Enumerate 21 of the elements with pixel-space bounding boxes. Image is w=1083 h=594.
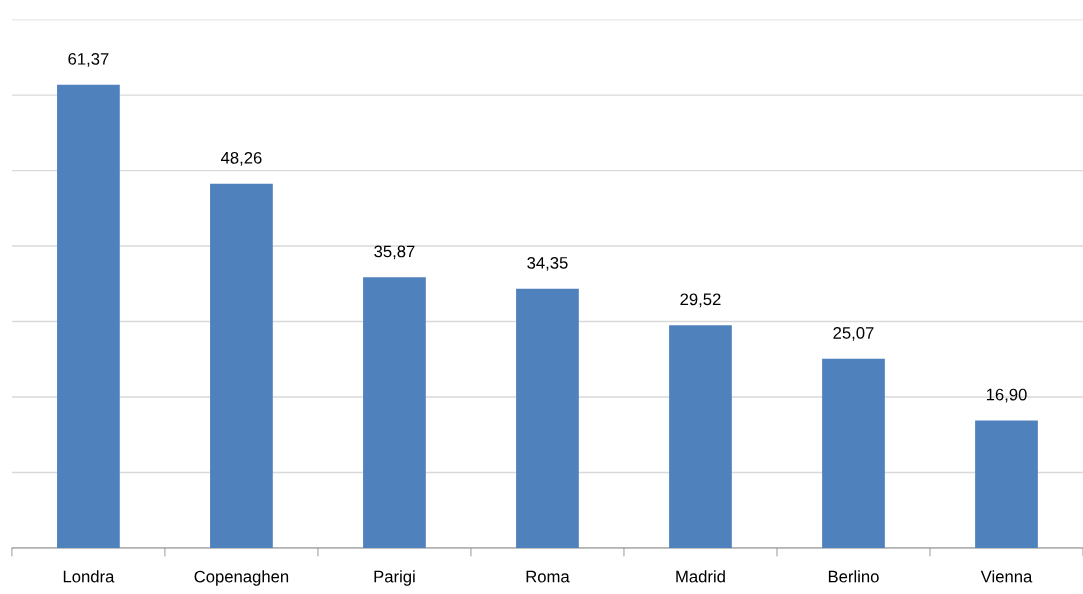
x-tick-label: Vienna [980, 570, 1033, 583]
data-label: 48,26 [220, 151, 262, 166]
x-tick-label: Copenaghen [194, 570, 289, 586]
bar [822, 358, 885, 549]
bar [669, 325, 732, 549]
x-tick-label: Parigi [374, 570, 415, 586]
data-label: 25,07 [833, 327, 874, 341]
data-label: 34,35 [527, 256, 568, 271]
data-label: 61,37 [68, 52, 109, 67]
x-tick-label: Madrid [676, 570, 725, 583]
data-label: 29,52 [680, 293, 721, 308]
x-tick-label: Berlino [828, 570, 879, 583]
bar [363, 277, 426, 549]
x-tick-label: Londra [63, 570, 115, 583]
data-label: 16,90 [986, 388, 1027, 403]
x-tick-label: Roma [526, 570, 570, 583]
data-label: 35,87 [374, 245, 415, 260]
bar [516, 288, 579, 549]
bar [57, 84, 120, 549]
bar [975, 420, 1038, 549]
bar [210, 183, 273, 549]
